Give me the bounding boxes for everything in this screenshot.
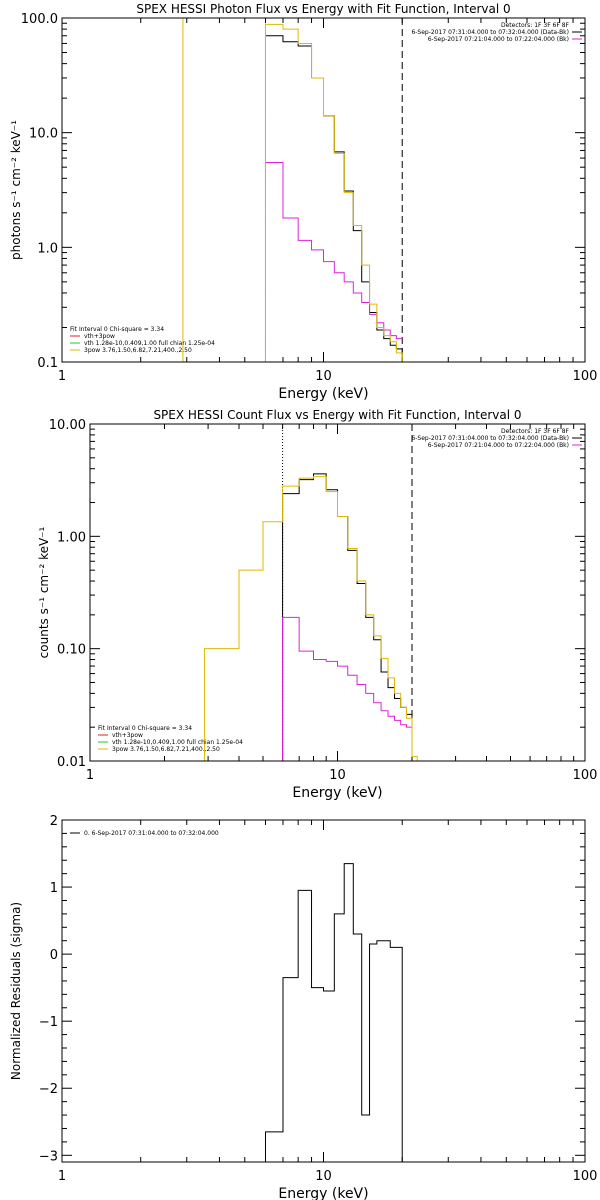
y-tick-label: 0.01 xyxy=(57,755,86,770)
chart-3: 1 10 100 −3 −2 −1 0 1 2 Energy (keV) Normalized Re… xyxy=(9,814,597,1200)
y-tick-label: 100.0 xyxy=(21,12,58,27)
plot-frame xyxy=(61,819,586,1163)
series-step-line xyxy=(264,23,403,362)
x-axis-label: Energy (keV) xyxy=(278,386,368,402)
x-axis-label: Energy (keV) xyxy=(292,785,382,801)
y-tick-label: −2 xyxy=(39,1082,58,1097)
y-tick-label: −3 xyxy=(39,1149,58,1164)
legend-entry: vth+3pow xyxy=(84,333,115,340)
y-tick-label: 10.0 xyxy=(29,127,58,142)
x-tick-label: 10 xyxy=(315,369,332,384)
chart-2: SPEX HESSI Count Flux vs Energy with Fit… xyxy=(37,408,597,801)
series-step-line xyxy=(282,616,413,761)
y-tick-label: 1.00 xyxy=(57,530,86,545)
legend-entry: 6-Sep-2017 07:31:04.000 to 07:32:04.000 … xyxy=(411,435,569,442)
chart-title: SPEX HESSI Count Flux vs Energy with Fit… xyxy=(153,408,521,422)
plot-frame xyxy=(61,17,586,363)
legend-entry: 6-Sep-2017 07:21:04.000 to 07:22:04.000 … xyxy=(428,36,569,43)
legend-entry: 0. 6-Sep-2017 07:31:04.000 to 07:32:04.0… xyxy=(84,830,219,837)
legend-entry: 6-Sep-2017 07:31:04.000 to 07:32:04.000 … xyxy=(411,29,569,36)
y-tick-label: −1 xyxy=(39,1015,58,1030)
y-tick-label: 0.10 xyxy=(57,643,86,658)
y-tick-label: 1 xyxy=(50,881,58,896)
x-tick-label: 100 xyxy=(573,1169,598,1184)
y-axis-label: Normalized Residuals (sigma) xyxy=(9,902,23,1080)
series-step-line xyxy=(203,476,418,761)
legend-entry: 3pow 3.76,1.50,6.82,7.21,400.,2.50 xyxy=(84,347,192,354)
plot-area xyxy=(264,863,403,1162)
series-step-line xyxy=(264,161,403,362)
chart-title: SPEX HESSI Photon Flux vs Energy with Fi… xyxy=(136,2,510,16)
y-axis-label: counts s⁻¹ cm⁻² keV⁻¹ xyxy=(37,526,51,658)
legend-entry: 6-Sep-2017 07:21:04.000 to 07:22:04.000 … xyxy=(428,442,569,449)
y-tick-label: 2 xyxy=(50,814,58,829)
y-tick-label: 1.0 xyxy=(37,241,58,256)
y-tick-label: 0 xyxy=(50,948,58,963)
legend-entry: Detectors: 1F 3F 6F 8F xyxy=(501,22,570,29)
y-axis-label: photons s⁻¹ cm⁻² keV⁻¹ xyxy=(9,120,23,260)
legend-entry: vth 1.28e-10,0.409,1.00 full chian 1.25e… xyxy=(84,340,215,347)
x-axis-label: Energy (keV) xyxy=(278,1186,368,1200)
chart-1: SPEX HESSI Photon Flux vs Energy with Fi… xyxy=(9,2,597,402)
legend-entry: vth 1.28e-10,0.409,1.00 full chian 1.25e… xyxy=(112,739,243,746)
series-step-line xyxy=(264,35,403,362)
legend-entry: 3pow 3.76,1.50,6.82,7.21,400.,2.50 xyxy=(112,746,220,753)
plot-area xyxy=(203,424,418,761)
legend-entry: vth+3pow xyxy=(112,732,143,739)
x-tick-label: 1 xyxy=(58,1169,66,1184)
plot-frame xyxy=(89,423,586,762)
series-step-line xyxy=(264,863,403,1162)
x-tick-label: 1 xyxy=(58,369,66,384)
x-tick-label: 10 xyxy=(329,768,346,783)
plot-area xyxy=(182,18,403,362)
legend-entry: Fit Interval 0 Chi-square = 3.34 xyxy=(98,725,192,732)
legend-entry: Detectors: 1F 3F 6F 8F xyxy=(501,428,570,435)
x-tick-label: 100 xyxy=(573,768,598,783)
legend-entry: Fit Interval 0 Chi-square = 3.34 xyxy=(70,326,164,333)
y-tick-label: 10.00 xyxy=(49,418,86,433)
y-tick-label: 0.1 xyxy=(37,356,58,371)
x-tick-label: 1 xyxy=(86,768,94,783)
x-tick-label: 100 xyxy=(573,369,598,384)
x-tick-label: 10 xyxy=(315,1169,332,1184)
